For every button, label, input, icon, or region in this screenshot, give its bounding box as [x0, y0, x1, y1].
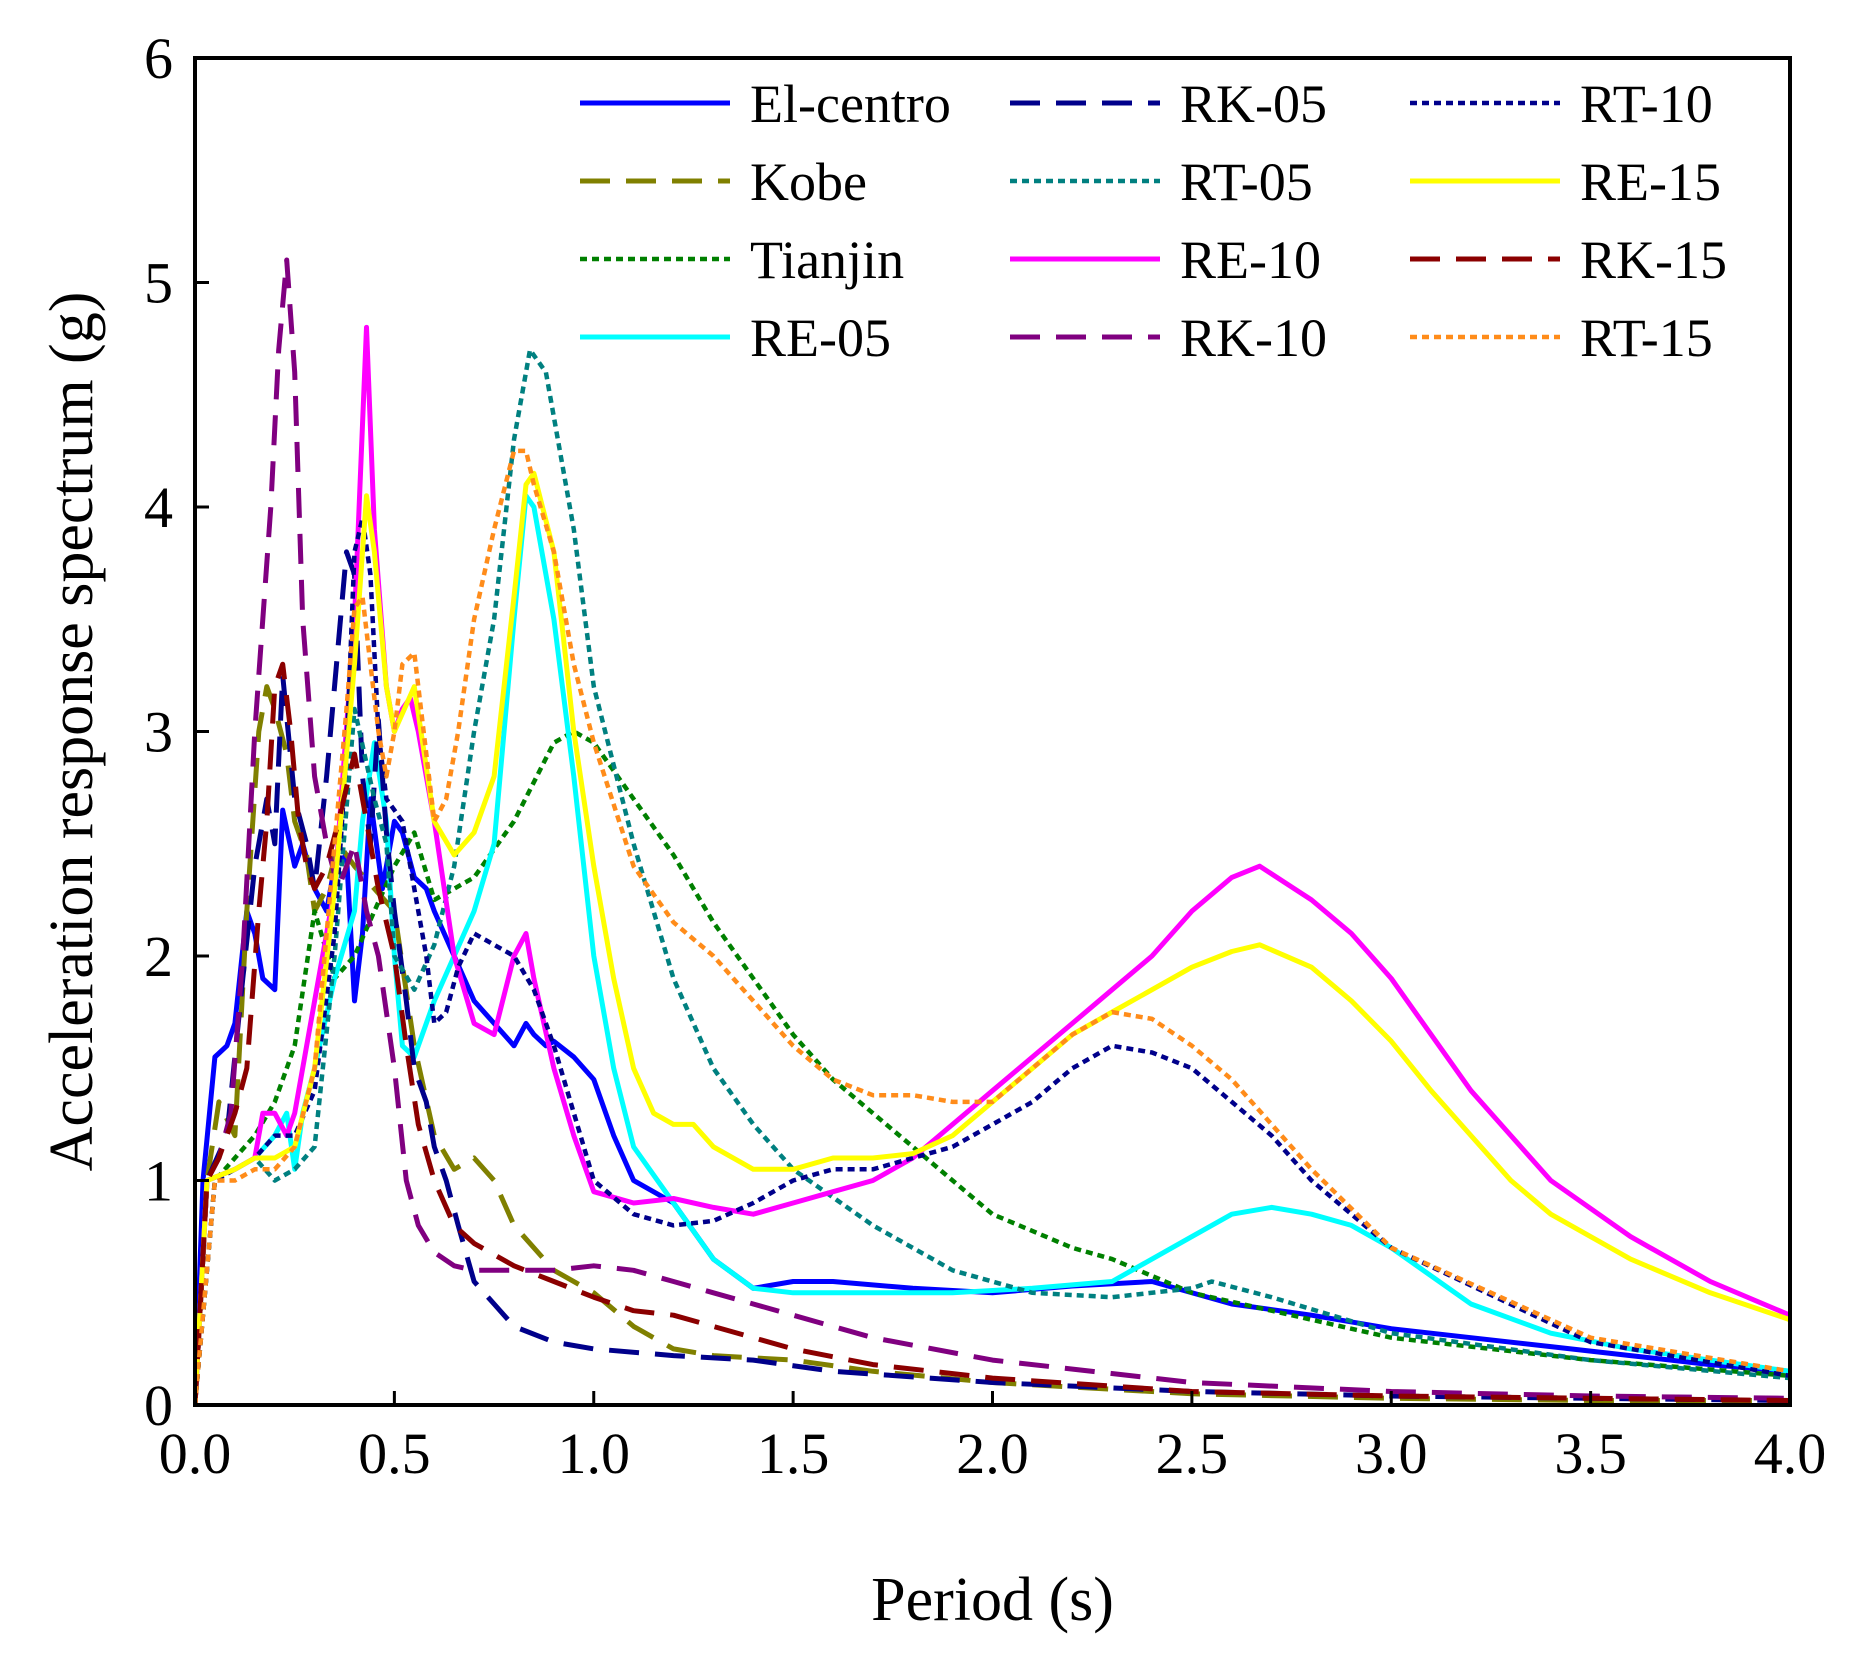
- y-tick-label: 3: [144, 700, 173, 765]
- series-line-rt-05: [195, 347, 1790, 1405]
- series-line-rt-15: [195, 448, 1790, 1405]
- legend-item: RT-05: [1010, 152, 1313, 212]
- legend-item: RK-05: [1010, 74, 1327, 134]
- legend-label: Tianjin: [750, 230, 904, 290]
- legend-item: Tianjin: [580, 230, 904, 290]
- series-line-re-10: [195, 324, 1790, 1405]
- y-tick-label: 6: [144, 26, 173, 91]
- x-axis-title: Period (s): [871, 1566, 1114, 1634]
- legend-label: Kobe: [750, 152, 867, 212]
- legend-item: RK-10: [1010, 308, 1327, 368]
- legend-label: RT-15: [1580, 308, 1713, 368]
- y-tick-label: 0: [144, 1373, 173, 1438]
- series-line-kobe: [195, 684, 1790, 1405]
- legend-label: RK-10: [1180, 308, 1327, 368]
- legend-label: RT-10: [1580, 74, 1713, 134]
- legend-label: RT-05: [1180, 152, 1313, 212]
- legend-item: RT-15: [1410, 308, 1713, 368]
- legend-item: El-centro: [580, 74, 951, 134]
- legend-label: RK-15: [1580, 230, 1727, 290]
- y-axis-title: Acceleration response spectrum (g): [38, 292, 106, 1172]
- x-tick-label: 4.0: [1754, 1421, 1827, 1486]
- legend-item: RK-15: [1410, 230, 1727, 290]
- legend-item: RE-05: [580, 308, 891, 368]
- series-line-rt-10: [195, 515, 1790, 1405]
- series-line-re-15: [195, 470, 1790, 1405]
- x-tick-label: 0.5: [358, 1421, 431, 1486]
- y-tick-label: 5: [144, 251, 173, 316]
- legend-item: RE-10: [1010, 230, 1321, 290]
- legend-item: Kobe: [580, 152, 867, 212]
- x-tick-label: 2.5: [1156, 1421, 1229, 1486]
- x-tick-label: 2.0: [956, 1421, 1029, 1486]
- x-tick-label: 0.0: [159, 1421, 232, 1486]
- legend-label: RE-10: [1180, 230, 1321, 290]
- legend-label: RK-05: [1180, 74, 1327, 134]
- y-tick-label: 2: [144, 924, 173, 989]
- x-tick-label: 3.0: [1355, 1421, 1428, 1486]
- x-tick-label: 3.5: [1554, 1421, 1627, 1486]
- axis-ticks: 0.0 0.5 1.0 1.5 2.0 2.5 3.0 3.5 4.0 0 1 2 3 4 5 6: [144, 26, 1826, 1486]
- legend-label: RE-05: [750, 308, 891, 368]
- legend-item: RT-10: [1410, 74, 1713, 134]
- series-line-rk-10: [195, 257, 1790, 1405]
- y-tick-label: 4: [144, 475, 173, 540]
- series-line-rk-05: [195, 549, 1790, 1405]
- legend-label: El-centro: [750, 74, 951, 134]
- x-tick-label: 1.5: [757, 1421, 830, 1486]
- legend-label: RE-15: [1580, 152, 1721, 212]
- legend: El-centro Kobe Tianjin RE-05 RK-05 RT-05 RE-10…: [580, 74, 1727, 368]
- y-tick-label: 1: [144, 1149, 173, 1214]
- series-line-tianjin: [195, 729, 1790, 1405]
- legend-item: RE-15: [1410, 152, 1721, 212]
- x-tick-label: 1.0: [558, 1421, 631, 1486]
- series-layer: [195, 257, 1790, 1405]
